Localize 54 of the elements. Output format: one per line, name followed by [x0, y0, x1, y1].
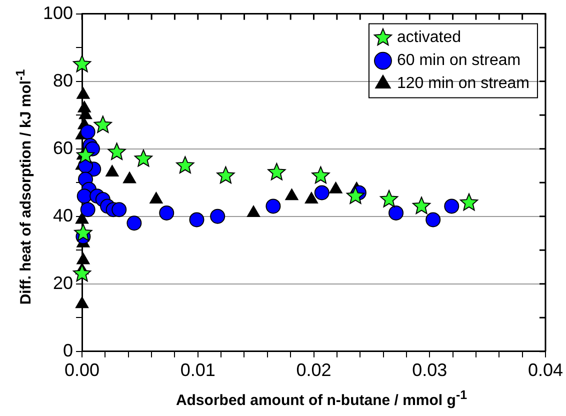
- point: [72, 54, 92, 72]
- point: [412, 196, 431, 214]
- point: [346, 186, 365, 204]
- point: [126, 216, 142, 231]
- point: [444, 198, 460, 214]
- y-tick-label: 80: [53, 70, 74, 90]
- point: [460, 193, 478, 211]
- point: [122, 172, 136, 184]
- x-tick-label: 0.03: [412, 360, 448, 380]
- point: [76, 87, 90, 99]
- x-tick-label: 0.01: [180, 360, 216, 380]
- point: [112, 202, 127, 218]
- point: [304, 192, 318, 204]
- point: [74, 224, 92, 242]
- point: [426, 212, 441, 228]
- point: [75, 212, 89, 224]
- x-axis-title: Adsorbed amount of n-butane / mmol g$^{-1}$: [174, 388, 468, 409]
- point: [314, 185, 330, 200]
- point: [285, 188, 298, 200]
- point: [106, 164, 119, 176]
- point: [189, 212, 204, 228]
- y-tick-label: 0: [63, 340, 74, 360]
- point: [176, 156, 194, 174]
- point: [216, 166, 235, 184]
- point: [388, 205, 404, 220]
- point: [380, 190, 398, 208]
- point: [76, 146, 95, 164]
- legend-label: activated: [396, 29, 462, 46]
- point: [268, 162, 286, 180]
- y-tick-label: 40: [53, 205, 74, 226]
- point: [266, 198, 281, 214]
- point: [134, 149, 152, 167]
- point: [76, 188, 92, 204]
- point: [80, 124, 96, 140]
- point: [75, 296, 89, 308]
- point: [159, 205, 174, 220]
- point: [108, 142, 126, 160]
- point: [80, 202, 96, 218]
- point: [72, 264, 92, 282]
- point: [246, 205, 260, 217]
- point: [312, 166, 330, 184]
- point: [329, 182, 342, 194]
- point: [76, 252, 90, 264]
- point: [94, 116, 112, 133]
- x-tick-label: 0.00: [64, 360, 100, 380]
- x-tick-label: 0.04: [528, 360, 564, 380]
- y-tick-label: 100: [42, 2, 74, 23]
- legend-label: 60 min on stream: [396, 52, 521, 70]
- x-tick-label: 0.02: [296, 360, 332, 380]
- legend-label: 120 min on stream: [396, 75, 530, 92]
- point: [150, 192, 163, 204]
- y-tick-label: 20: [53, 272, 74, 293]
- point: [210, 208, 226, 224]
- y-tick-label: 60: [53, 138, 74, 158]
